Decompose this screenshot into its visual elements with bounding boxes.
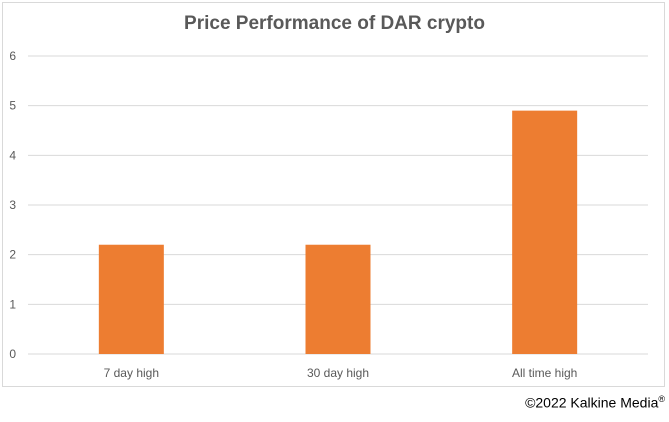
y-tick-label: 4 <box>9 148 16 162</box>
bar <box>98 244 164 354</box>
x-tick-label: 30 day high <box>307 366 369 380</box>
copyright-text: ©2022 Kalkine Media <box>525 394 659 411</box>
bar <box>512 110 578 354</box>
bar <box>305 244 371 354</box>
y-tick-label: 3 <box>9 198 16 212</box>
y-tick-label: 6 <box>9 49 16 63</box>
bars <box>98 110 578 354</box>
x-tick-label: 7 day high <box>104 366 159 380</box>
y-axis-ticks: 0 1 2 3 4 5 6 <box>9 49 16 361</box>
x-tick-label: All time high <box>512 366 577 380</box>
chart-title: Price Performance of DAR crypto <box>184 13 485 34</box>
y-tick-label: 5 <box>9 99 16 113</box>
x-axis-ticks: 7 day high 30 day high All time high <box>104 366 578 380</box>
copyright-notice: ©2022 Kalkine Media® <box>525 394 665 411</box>
y-tick-label: 2 <box>9 248 16 262</box>
y-tick-label: 1 <box>9 297 16 311</box>
y-tick-label: 0 <box>9 347 16 361</box>
registered-mark: ® <box>658 394 665 404</box>
